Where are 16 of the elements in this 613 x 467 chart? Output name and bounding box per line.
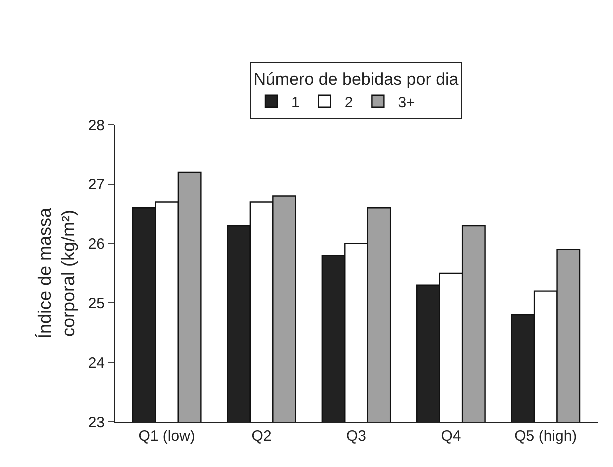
- legend-label: 1: [292, 94, 300, 112]
- x-tick-label: Q1 (low): [138, 428, 196, 445]
- x-tick-label: Q5 (high): [514, 428, 578, 445]
- legend-label: 2: [344, 94, 354, 112]
- y-tick-label: 28: [88, 117, 105, 134]
- x-tick-label: Q2: [252, 428, 272, 445]
- x-tick-label: Q4: [441, 428, 462, 445]
- legend-label: 3+: [398, 94, 416, 112]
- y-tick-label: 27: [88, 176, 105, 194]
- legend-title: Número de bebidas por dia: [254, 70, 460, 90]
- y-tick-label: 26: [88, 236, 105, 254]
- y-tick-label: 25: [88, 295, 105, 312]
- x-tick-label: Q3: [346, 428, 367, 445]
- y-axis-title: Índice de massa corporal (kg/m²): [35, 206, 79, 340]
- y-tick-label: 23: [88, 414, 105, 432]
- y-tick-label: 24: [88, 354, 105, 372]
